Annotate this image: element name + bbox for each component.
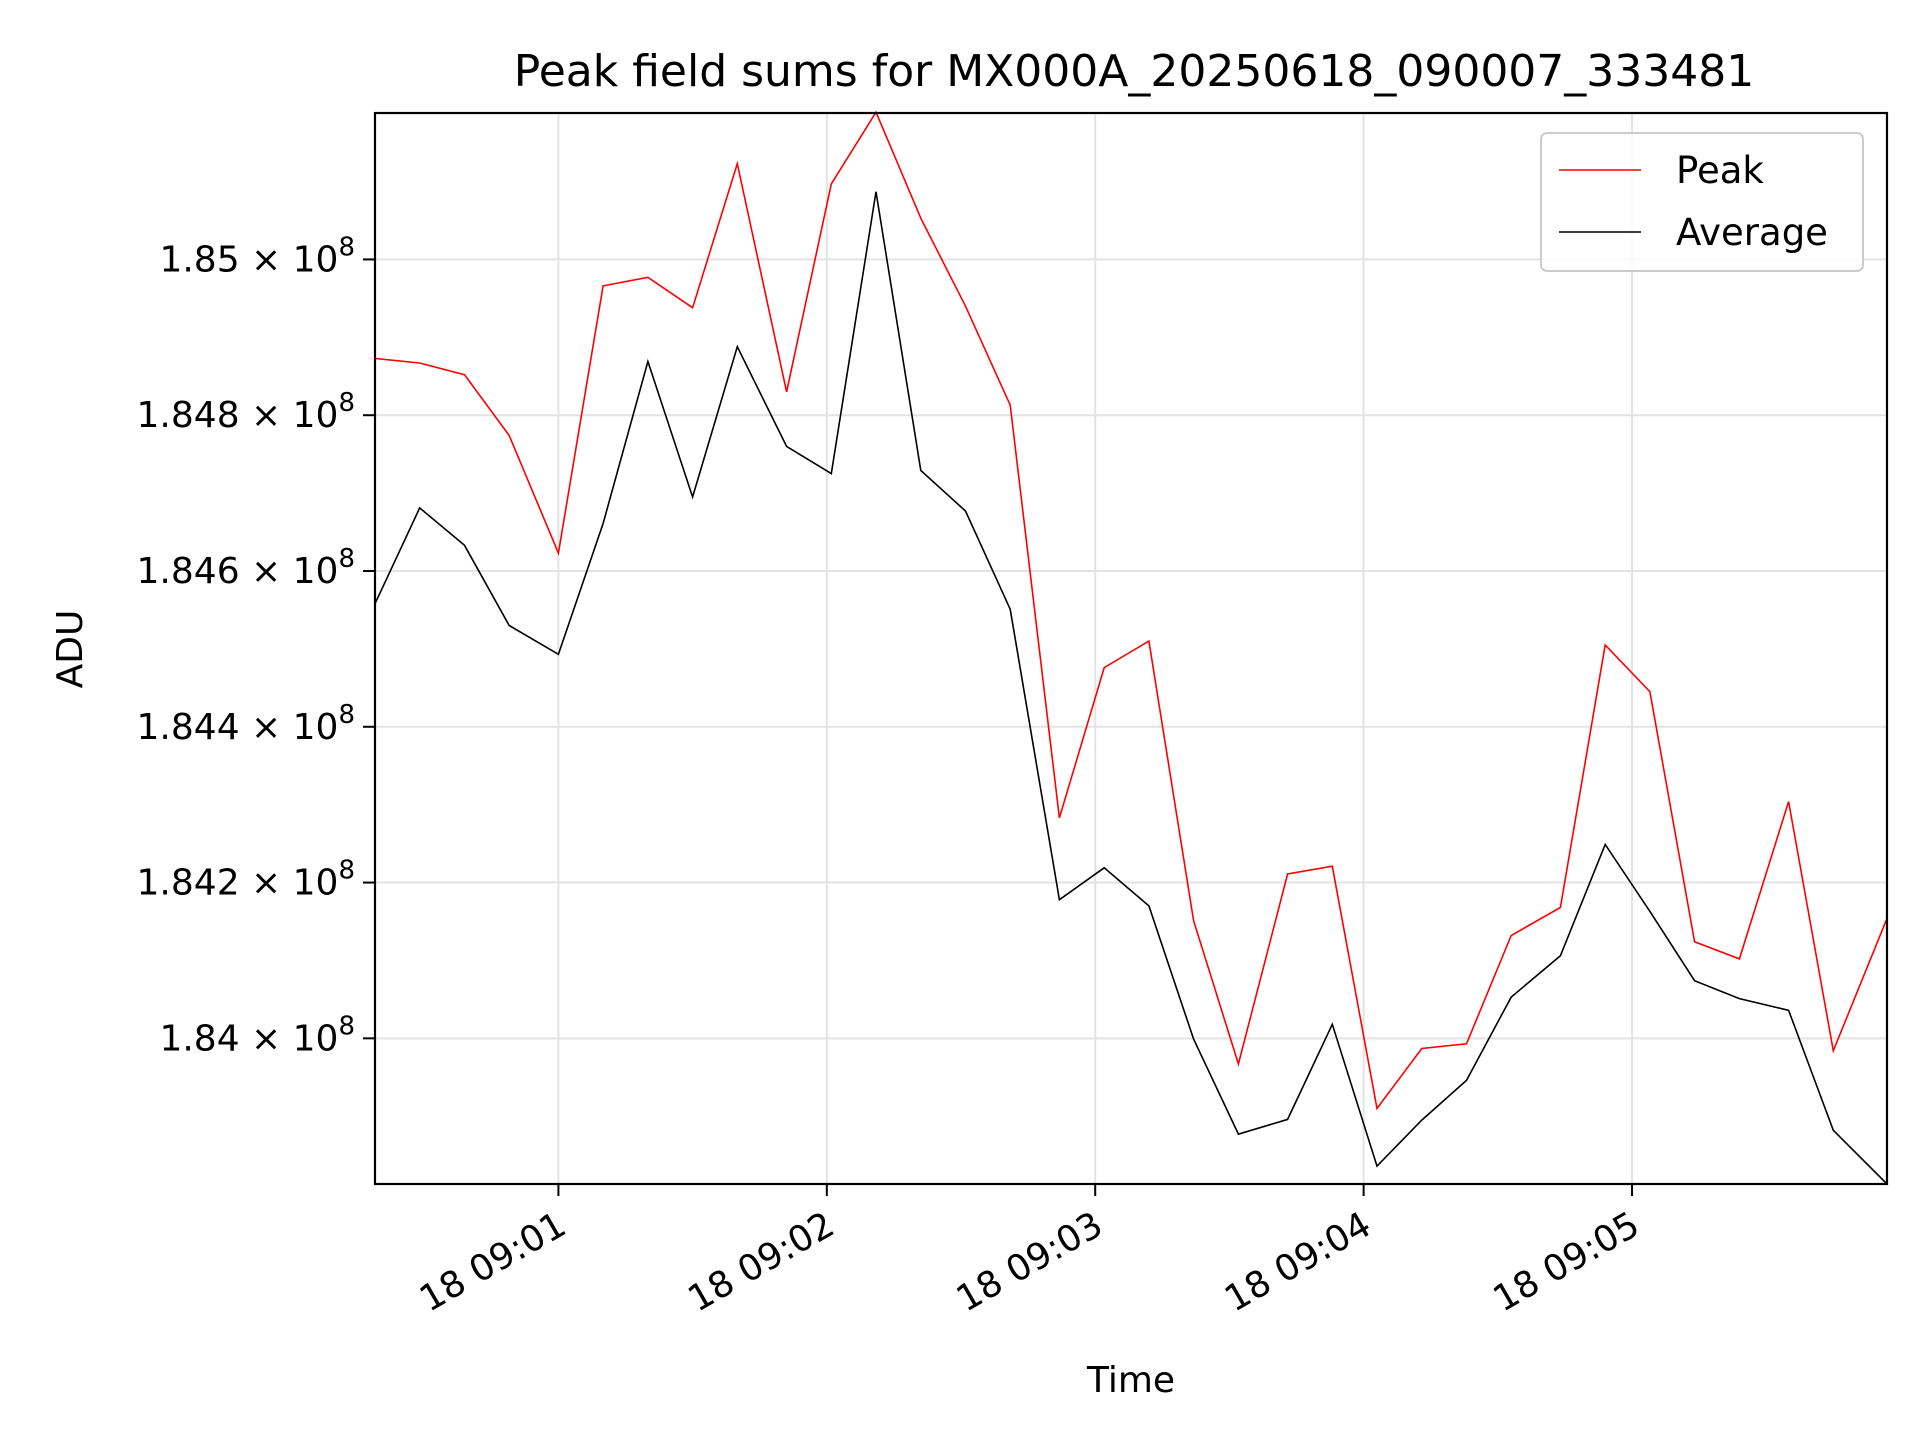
y-tick-label: 1.85 × 108: [159, 232, 355, 280]
legend-box: [1540, 132, 1864, 272]
plot-lines: [374, 110, 1888, 1185]
y-axis: 1.84 × 108 1.842 × 108 1.844 × 108 1.846 × …: [137, 232, 375, 1059]
legend-label-average: Average: [1676, 211, 1828, 254]
legend-label-peak: Peak: [1676, 149, 1764, 192]
y-tick-label: 1.842 × 108: [137, 856, 355, 904]
plot-frame: [373, 111, 1889, 1186]
y-tick-label: 1.844 × 108: [137, 700, 355, 748]
y-tick-label: 1.846 × 108: [137, 544, 355, 592]
legend: Peak Average: [1540, 132, 1864, 272]
series-line-average: [374, 191, 1888, 1185]
y-tick-label: 1.84 × 108: [159, 1011, 355, 1059]
chart-title: Peak field sums for MX000A_20250618_0900…: [514, 46, 1755, 97]
y-axis-title: ADU: [50, 610, 91, 689]
y-tick-label: 1.848 × 108: [137, 388, 355, 436]
x-axis-title: Time: [1086, 1360, 1175, 1401]
series-line-peak: [374, 110, 1888, 1111]
